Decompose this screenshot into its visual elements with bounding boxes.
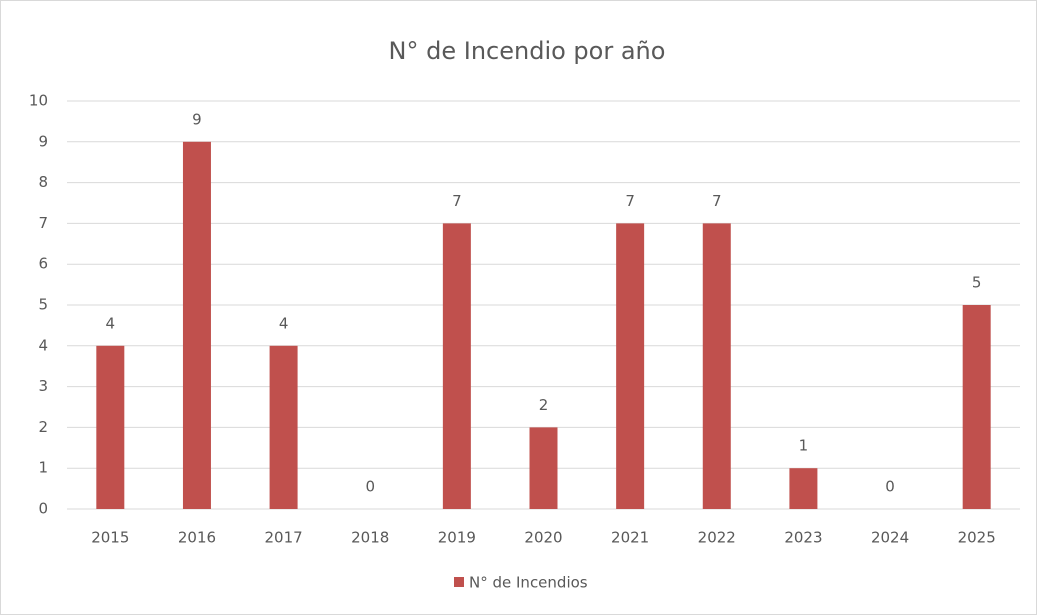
x-tick-label: 2022: [698, 529, 736, 547]
y-tick-label: 4: [38, 336, 48, 354]
x-tick-label: 2020: [524, 529, 562, 547]
y-tick-label: 7: [38, 214, 48, 232]
data-label: 7: [712, 192, 722, 210]
data-label: 1: [799, 437, 809, 455]
y-tick-label: 0: [38, 500, 48, 518]
data-label: 4: [279, 314, 289, 332]
bar: [962, 305, 991, 509]
data-label: 7: [452, 192, 462, 210]
x-tick-label: 2019: [438, 529, 476, 547]
x-tick-label: 2018: [351, 529, 389, 547]
data-label: 0: [365, 478, 375, 496]
x-tick-label: 2024: [871, 529, 909, 547]
x-tick-label: 2017: [264, 529, 302, 547]
x-tick-label: 2015: [91, 529, 129, 547]
x-tick-label: 2016: [178, 529, 216, 547]
y-tick-label: 1: [38, 459, 48, 477]
y-tick-label: 5: [38, 296, 48, 314]
y-tick-label: 8: [38, 173, 48, 191]
bar: [442, 223, 471, 509]
bar: [182, 141, 211, 510]
y-tick-label: 6: [38, 255, 48, 273]
data-label: 7: [625, 192, 635, 210]
bar: [702, 223, 731, 509]
chart-title: N° de Incendio por año: [389, 37, 666, 65]
data-label: 4: [106, 314, 116, 332]
legend-swatch: [454, 577, 464, 587]
x-tick-label: 2023: [784, 529, 822, 547]
x-tick-label: 2025: [958, 529, 996, 547]
y-tick-label: 9: [38, 132, 48, 150]
bar: [616, 223, 645, 509]
data-label: 2: [539, 396, 549, 414]
bar: [96, 345, 125, 509]
data-label: 5: [972, 274, 982, 292]
bar: [789, 468, 818, 509]
y-tick-label: 3: [38, 377, 48, 395]
legend-label: N° de Incendios: [469, 574, 588, 592]
x-tick-label: 2021: [611, 529, 649, 547]
y-tick-label: 10: [29, 92, 48, 110]
data-label: 0: [885, 478, 895, 496]
bar: [529, 427, 558, 509]
data-label: 9: [192, 110, 202, 128]
y-tick-label: 2: [38, 418, 48, 436]
bar: [269, 345, 298, 509]
